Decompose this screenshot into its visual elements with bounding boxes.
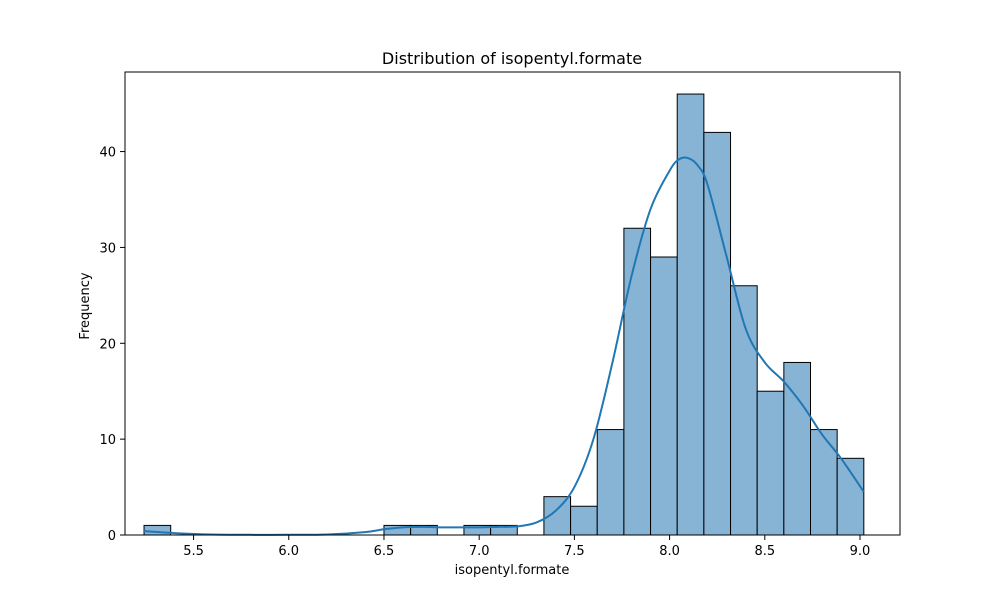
x-tick-label: 7.0 (469, 544, 490, 559)
y-tick-label: 0 (108, 529, 116, 544)
histogram-bar (570, 505, 598, 536)
histogram-bar (650, 256, 678, 536)
x-tick-label: 8.0 (659, 544, 680, 559)
y-axis-ticks: 0 10 20 30 40 (99, 146, 125, 544)
x-tick-label: 6.5 (374, 544, 395, 559)
y-tick-label: 10 (99, 433, 116, 448)
histogram-bar (596, 429, 625, 536)
histogram-bar (703, 131, 732, 536)
y-axis-label: Frequency (78, 272, 93, 339)
plot-frame (124, 71, 901, 536)
histogram-bar (783, 361, 812, 536)
y-tick-label: 20 (99, 337, 116, 352)
histogram-bar (756, 390, 785, 536)
x-tick-label: 6.0 (278, 544, 299, 559)
histogram-bar (810, 429, 838, 536)
histogram-bar (836, 457, 865, 536)
x-axis-label: isopentyl.formate (455, 563, 570, 578)
x-tick-label: 5.5 (183, 544, 204, 559)
kde-curve (143, 156, 865, 536)
x-tick-label: 9.0 (850, 544, 871, 559)
x-axis-ticks: 5.5 6.0 6.5 7.0 7.5 8.0 8.5 9.0 (183, 535, 870, 559)
y-tick-label: 40 (99, 146, 116, 161)
y-tick-label: 30 (99, 241, 116, 256)
x-tick-label: 7.5 (564, 544, 585, 559)
histogram-bars (143, 93, 865, 536)
histogram-bar (623, 227, 652, 536)
histogram-bar (730, 285, 758, 536)
chart-title: Distribution of isopentyl.formate (382, 49, 642, 68)
x-tick-label: 8.5 (754, 544, 775, 559)
